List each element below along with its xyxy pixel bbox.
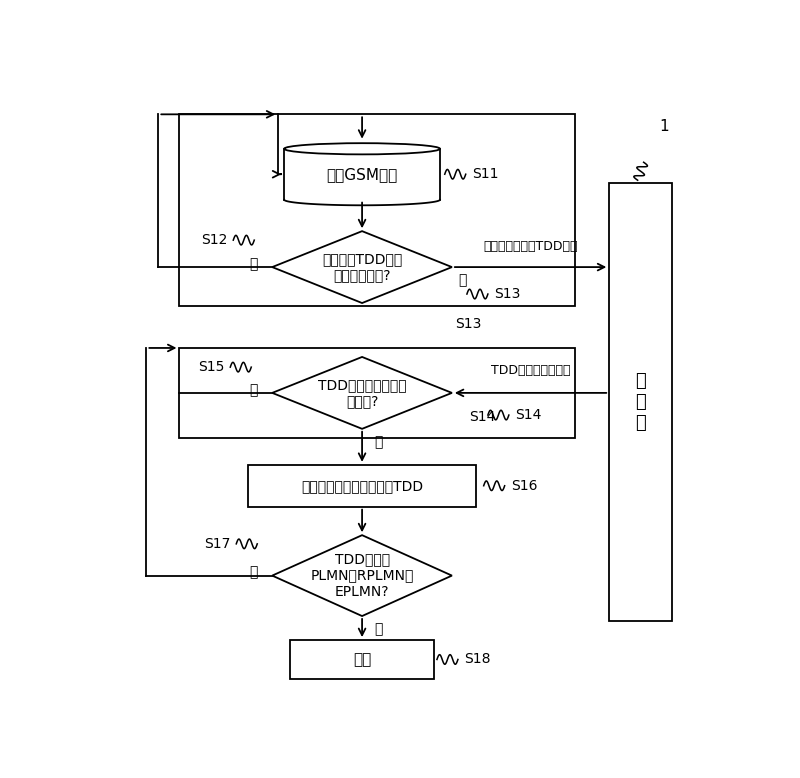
Text: S12: S12 (201, 233, 227, 247)
Text: S17: S17 (204, 537, 230, 551)
Polygon shape (272, 357, 452, 429)
Bar (179, 114, 574, 306)
Text: S14: S14 (515, 408, 542, 422)
Text: 否: 否 (249, 257, 258, 271)
Text: 请求物理层搜索TDD小区: 请求物理层搜索TDD小区 (483, 240, 578, 253)
Text: TDD小区的
PLMN是RPLMN或
EPLMN?: TDD小区的 PLMN是RPLMN或 EPLMN? (310, 552, 414, 599)
Text: 物
理
层: 物 理 层 (635, 372, 646, 432)
Text: 否: 否 (249, 383, 258, 397)
Text: S11: S11 (472, 167, 498, 181)
Text: S16: S16 (510, 478, 537, 492)
Text: 结束: 结束 (353, 652, 371, 667)
Polygon shape (272, 535, 452, 616)
Text: TDD小区的搜索结果: TDD小区的搜索结果 (491, 363, 570, 377)
Text: 驻留GSM小区: 驻留GSM小区 (326, 166, 398, 182)
Text: 切换物理层，立即重选到TDD: 切换物理层，立即重选到TDD (301, 478, 423, 492)
Text: S13: S13 (494, 287, 520, 301)
Bar (248, 464, 476, 506)
Text: S14: S14 (469, 410, 495, 424)
Text: 否: 否 (249, 566, 258, 580)
Ellipse shape (284, 143, 440, 154)
Text: 定时搜索TDD小区
的定时器超时?: 定时搜索TDD小区 的定时器超时? (322, 252, 402, 282)
Text: 是: 是 (458, 273, 466, 287)
Polygon shape (272, 231, 452, 303)
Text: TDD小区的信号强度
大于零?: TDD小区的信号强度 大于零? (318, 378, 406, 408)
Text: 1: 1 (660, 119, 670, 134)
Text: S15: S15 (198, 360, 224, 374)
Text: 是: 是 (374, 435, 382, 449)
Text: S18: S18 (464, 653, 490, 667)
Text: S13: S13 (455, 317, 482, 331)
Bar (284, 149, 440, 200)
Bar (290, 640, 434, 679)
Bar (179, 348, 574, 438)
Bar (609, 184, 672, 621)
Text: 是: 是 (374, 622, 382, 636)
